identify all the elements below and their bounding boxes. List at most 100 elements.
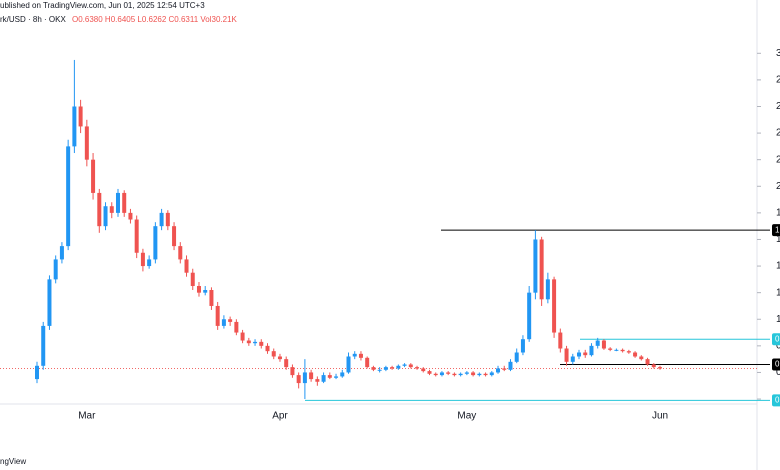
- candle-body: [533, 239, 538, 293]
- y-tick-label: 3: [776, 48, 780, 59]
- candle-body: [109, 206, 114, 213]
- y-tick-label: 2.2: [776, 154, 780, 165]
- candle-body: [608, 348, 613, 350]
- candle-body: [601, 340, 606, 349]
- candle-body: [340, 372, 345, 377]
- candle-body: [84, 126, 89, 160]
- candle-body: [545, 279, 550, 300]
- y-tick-label: 1.2: [776, 287, 780, 298]
- candle-body: [639, 356, 644, 360]
- candle-body: [334, 376, 339, 378]
- candle-body: [477, 373, 482, 376]
- y-tick-label: 1.4: [776, 261, 780, 272]
- level-tag: [772, 358, 780, 371]
- published-note: ublished on TradingView.com, Jun 01, 202…: [0, 1, 205, 10]
- candle-body: [352, 353, 357, 357]
- candle-body: [72, 106, 77, 147]
- watermark: ngView: [0, 457, 26, 466]
- candle-body: [464, 372, 469, 374]
- candle-body: [620, 349, 625, 352]
- candle-body: [520, 339, 525, 353]
- y-tick-label: 1.6: [776, 234, 780, 245]
- candle-body: [570, 356, 575, 362]
- candle-body: [253, 341, 258, 344]
- candle-body: [122, 192, 127, 213]
- candle-body: [377, 369, 382, 371]
- candle-body: [589, 345, 594, 356]
- candle-body: [358, 353, 363, 358]
- candle-body: [658, 367, 662, 369]
- candle-body: [614, 349, 619, 351]
- candle-body: [203, 290, 208, 293]
- candle-body: [508, 361, 513, 370]
- candle-body: [309, 372, 314, 380]
- candle-body: [365, 357, 370, 368]
- candle-body: [190, 272, 195, 287]
- candle-body: [558, 332, 563, 349]
- y-tick-label: 2.4: [776, 128, 780, 139]
- candle-body: [221, 319, 226, 326]
- candle-body: [134, 219, 139, 253]
- candle-body: [471, 372, 476, 376]
- x-tick-label: Mar: [78, 411, 96, 422]
- candle-body: [41, 325, 46, 366]
- candle-body: [140, 252, 145, 267]
- candle-body: [651, 364, 656, 368]
- candle-body: [439, 372, 444, 376]
- candle-body: [302, 372, 307, 384]
- candle-body: [53, 259, 58, 280]
- candle-body: [346, 356, 351, 373]
- candle-body: [371, 367, 376, 370]
- level-tag: [772, 333, 780, 346]
- candle-body: [446, 372, 451, 374]
- y-tick-label: 2.6: [776, 101, 780, 112]
- candle-body: [159, 212, 164, 227]
- level-tag: [772, 224, 780, 237]
- candle-body: [408, 364, 413, 368]
- candle-body: [178, 246, 183, 260]
- candle-body: [284, 359, 289, 368]
- level-tag: [772, 394, 780, 407]
- y-tick-label: 0.6: [776, 367, 780, 378]
- candle-body: [421, 368, 426, 372]
- candle-body: [103, 206, 108, 227]
- candle-body: [265, 345, 270, 352]
- candle-body: [240, 332, 245, 341]
- candle-body: [496, 368, 501, 373]
- x-tick-label: May: [457, 411, 476, 422]
- candle-body: [396, 365, 401, 369]
- candle-body: [539, 239, 544, 300]
- candle-body: [564, 348, 569, 362]
- x-tick-label: Jun: [652, 411, 668, 422]
- candle-body: [552, 279, 557, 333]
- candle-body: [458, 373, 463, 376]
- candle-body: [91, 159, 96, 193]
- y-tick-label: 2: [776, 181, 780, 192]
- candle-body: [296, 375, 301, 384]
- ohlcv: O0.6380 H0.6405 L0.6262 C0.6311 Vol30.21…: [72, 15, 238, 24]
- candle-body: [147, 259, 152, 267]
- candle-body: [66, 146, 71, 247]
- candle-body: [452, 373, 457, 376]
- candle-body: [595, 340, 600, 346]
- candle-body: [315, 379, 320, 382]
- candle-body: [415, 367, 420, 369]
- candle-body: [626, 351, 631, 353]
- candle-body: [489, 372, 494, 376]
- candle-body: [47, 279, 52, 326]
- candle-body: [633, 352, 638, 357]
- y-tick-label: 1: [776, 314, 780, 325]
- level-tag-label: 0.8500: [775, 334, 780, 343]
- candle-body: [514, 352, 519, 362]
- level-tag-label: 0.6600: [775, 360, 780, 369]
- candle-body: [165, 212, 170, 227]
- candle-body: [645, 359, 650, 365]
- candle-body: [35, 365, 39, 380]
- candle-body: [321, 375, 326, 382]
- candle-body: [209, 290, 214, 306]
- candle-body: [483, 373, 488, 376]
- level-tag-label: 1.6700: [775, 225, 780, 234]
- y-tick-label: 1.8: [776, 208, 780, 219]
